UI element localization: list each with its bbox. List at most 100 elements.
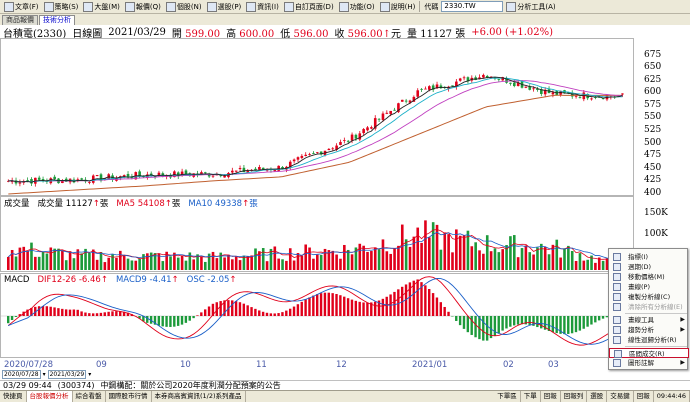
- osc-bar: [489, 316, 493, 339]
- volume-bar: [393, 248, 396, 270]
- toolbar-button-1[interactable]: 策略(S): [42, 1, 81, 13]
- toolbar-button-0[interactable]: 文章(F): [2, 1, 41, 13]
- candle-body: [184, 170, 188, 175]
- status-button[interactable]: 下單: [521, 391, 541, 402]
- toolbar-button-7[interactable]: 自訂頁面(D): [282, 1, 336, 13]
- volume-bar: [447, 234, 450, 270]
- osc-bar: [265, 312, 269, 316]
- candle-body: [30, 179, 33, 184]
- volume-bar: [292, 260, 296, 270]
- candle-body: [590, 98, 593, 100]
- toolbar-button-8[interactable]: 功能(O): [337, 1, 377, 13]
- status-button[interactable]: 交易鍵: [607, 391, 634, 402]
- volume-ma5-label: MA5: [116, 198, 135, 209]
- x-tick: 02: [503, 360, 514, 370]
- osc-bar: [428, 288, 431, 316]
- candle-body: [10, 180, 14, 183]
- toolbar-button-5[interactable]: 選股(P): [205, 1, 244, 13]
- osc-bar: [350, 299, 354, 316]
- volume-bar: [227, 254, 230, 270]
- news-text[interactable]: 中鋼構配：關於公司2020年度利潤分配預案的公告: [100, 381, 281, 390]
- candle-body: [362, 129, 365, 134]
- candle-body: [397, 103, 400, 113]
- macd-panel[interactable]: [0, 273, 634, 358]
- status-tab[interactable]: 國際股市行情: [106, 391, 152, 402]
- toolbar-button-2[interactable]: 大盤(M): [81, 1, 122, 13]
- volume-bar: [180, 255, 184, 270]
- menu-item[interactable]: 圖形註解 ▶: [609, 358, 689, 368]
- menu-item[interactable]: 趨勢分析 ▶: [609, 325, 689, 335]
- change-value: +6.00 (+1.02%): [471, 26, 554, 38]
- tab-quote[interactable]: 商品報價: [2, 15, 38, 25]
- menu-item[interactable]: 線性迴歸分析(R): [609, 335, 689, 345]
- osc-bar: [590, 316, 593, 325]
- menu-item[interactable]: 週期(D): [609, 262, 689, 272]
- volume-panel[interactable]: [0, 196, 634, 272]
- volume-bar: [354, 247, 358, 270]
- osc-bar: [231, 300, 234, 316]
- status-button[interactable]: 選股: [587, 391, 608, 402]
- menu-item[interactable]: 畫線(P): [609, 282, 689, 292]
- calendar-icon[interactable]: ▾: [88, 370, 92, 378]
- osc-bar: [153, 316, 157, 325]
- status-tab[interactable]: 快捷頁: [0, 391, 27, 402]
- candle-body: [505, 78, 508, 83]
- menu-item[interactable]: 區間成交(R): [609, 348, 689, 358]
- status-button[interactable]: 回報: [634, 391, 654, 402]
- status-button[interactable]: 回報列: [561, 391, 588, 402]
- toolbar-button-label: 策略(S): [54, 2, 79, 11]
- volume-bar: [397, 245, 400, 270]
- osc-bar: [458, 316, 462, 326]
- toolbar-button-4[interactable]: 個股(N): [164, 1, 204, 13]
- menu-item[interactable]: 複製分析線(C): [609, 292, 689, 302]
- toolbar-button-3[interactable]: 報價(Q): [123, 1, 163, 13]
- status-tab[interactable]: 台股報價分析: [26, 391, 73, 402]
- toolbar-button-6[interactable]: 資訊(I): [244, 1, 281, 13]
- volume-bar: [138, 258, 141, 270]
- volume-bar: [555, 239, 559, 270]
- volume-bar: [304, 244, 308, 270]
- menu-item[interactable]: 移動價格(M): [609, 272, 689, 282]
- analysis-tools-button[interactable]: 分析工具(A): [504, 1, 557, 13]
- osc-bar: [188, 316, 191, 321]
- menu-item[interactable]: 指標(I): [609, 252, 689, 262]
- up-arrow-icon: ↑: [229, 274, 237, 285]
- menu-item[interactable]: 畫線工具 ▶: [609, 315, 689, 325]
- volume-bar: [281, 259, 284, 270]
- volume-bar: [408, 246, 412, 270]
- toolbar-button-9[interactable]: 說明(H): [378, 1, 418, 13]
- volume-bar: [231, 259, 234, 270]
- candle-body: [339, 141, 342, 145]
- calendar-icon[interactable]: ▾: [42, 370, 46, 378]
- osc-bar: [285, 310, 288, 316]
- osc-bar: [7, 316, 10, 324]
- volume-bar: [18, 247, 22, 270]
- toolbar-button-label: 說明(H): [390, 2, 416, 11]
- tab-technical-analysis[interactable]: 技術分析: [39, 15, 75, 25]
- volume-bar: [200, 256, 203, 270]
- date-to-input[interactable]: 2021/03/29: [47, 369, 87, 379]
- volume-bar: [285, 260, 288, 270]
- status-tab[interactable]: 本券商高賓資訊(1/2)系列產品: [152, 391, 246, 402]
- toolbar-button-label: 資訊(I): [257, 2, 279, 11]
- volume-bar: [358, 243, 362, 270]
- volume-bar: [594, 262, 597, 270]
- news-ticker[interactable]: 03/29 09:44 (300374) 中鋼構配：關於公司2020年度利潤分配…: [0, 380, 690, 390]
- candle-body: [223, 175, 226, 178]
- osc-bar: [184, 316, 188, 323]
- period-label[interactable]: 日線圖: [72, 28, 103, 40]
- status-tab[interactable]: 綜合看盤: [73, 391, 106, 402]
- volume-ma5-unit: 張: [171, 198, 181, 209]
- code-input[interactable]: 2330.TW: [441, 1, 504, 12]
- candle-body: [536, 88, 539, 90]
- osc-bar: [157, 316, 161, 326]
- volume-bar: [559, 257, 562, 270]
- status-button[interactable]: 下單區: [494, 391, 521, 402]
- status-button[interactable]: 回報: [541, 391, 561, 402]
- osc-bar: [126, 312, 130, 316]
- price-panel[interactable]: [0, 38, 634, 196]
- volume-bar: [153, 253, 157, 270]
- osc-bar: [196, 315, 199, 316]
- osc-bar: [234, 301, 238, 316]
- date-from-input[interactable]: 2020/07/28: [2, 369, 41, 379]
